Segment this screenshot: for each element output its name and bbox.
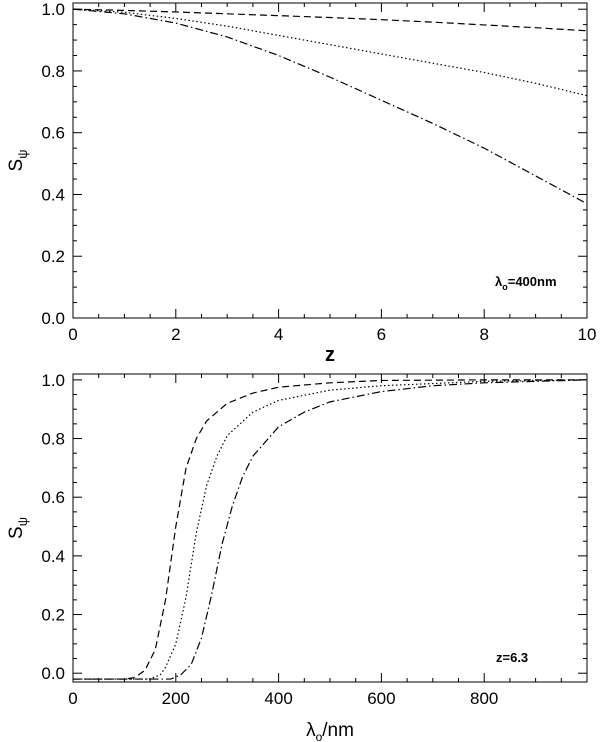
y-tick-label: 0.4 bbox=[41, 547, 65, 566]
series-line-dashed bbox=[73, 379, 587, 680]
y-axis-title: Sψ bbox=[6, 517, 30, 539]
plot-frame bbox=[72, 2, 588, 319]
y-tick-label: 0.4 bbox=[41, 185, 65, 204]
series-line-dotted bbox=[73, 8, 587, 97]
y-tick-label: 0.6 bbox=[41, 488, 65, 507]
x-tick-label: 0 bbox=[68, 689, 77, 708]
series-line-dashed bbox=[73, 8, 587, 32]
y-tick-label: 0.2 bbox=[41, 247, 65, 266]
y-tick-label: 0.2 bbox=[41, 606, 65, 625]
x-tick-label: 6 bbox=[377, 325, 386, 344]
x-axis-title: z bbox=[325, 344, 335, 366]
x-tick-label: 0 bbox=[68, 325, 77, 344]
plot-frame bbox=[72, 373, 588, 683]
chart-top: 0 2 4 6 8 10 0.0 0.2 0.4 0.6 0.8 1.0 z Sψ λo=400nm bbox=[6, 0, 596, 366]
x-tick-label: 600 bbox=[367, 689, 395, 708]
x-tick-label: 4 bbox=[274, 325, 283, 344]
x-tick-label: 800 bbox=[470, 689, 498, 708]
y-tick-label: 0.6 bbox=[41, 124, 65, 143]
chart-annotation: λo=400nm bbox=[495, 274, 557, 292]
y-tick-label: 1.0 bbox=[41, 0, 65, 19]
x-tick-label: 400 bbox=[264, 689, 292, 708]
chart-annotation: z=6.3 bbox=[496, 650, 528, 665]
y-tick-label: 0.8 bbox=[41, 430, 65, 449]
x-tick-label: 2 bbox=[171, 325, 180, 344]
y-tick-label: 0.8 bbox=[41, 62, 65, 81]
y-tick-label: 0.0 bbox=[41, 309, 65, 328]
y-axis-title: Sψ bbox=[6, 150, 30, 172]
series-line-dash-dot bbox=[73, 379, 587, 680]
x-tick-label: 8 bbox=[479, 325, 488, 344]
series-line-dotted bbox=[73, 379, 587, 680]
y-tick-label: 0.0 bbox=[41, 664, 65, 683]
y-tick-label: 1.0 bbox=[41, 371, 65, 390]
series-line-dash-dot bbox=[73, 8, 587, 205]
x-tick-label: 200 bbox=[162, 689, 190, 708]
x-tick-label: 10 bbox=[578, 325, 597, 344]
chart-bottom: 0 200 400 600 800 0.0 0.2 0.4 0.6 0.8 1.0 λo/nm Sψ z=… bbox=[6, 371, 588, 742]
x-axis-title: λo/nm bbox=[306, 720, 354, 742]
